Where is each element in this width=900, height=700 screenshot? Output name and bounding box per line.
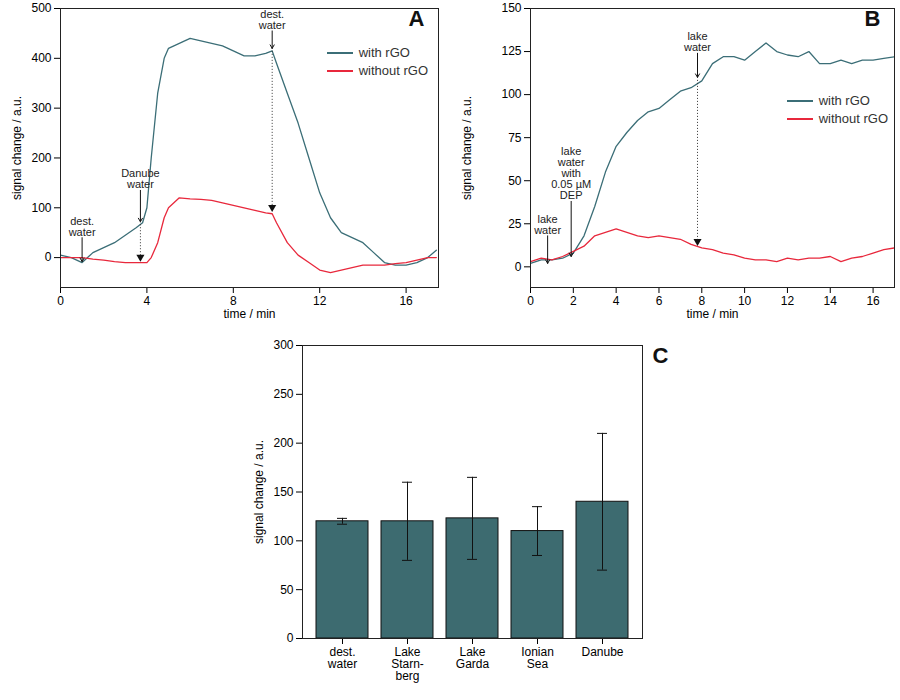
- svg-text:C: C: [653, 343, 669, 368]
- svg-text:IonianSea: IonianSea: [521, 645, 554, 671]
- svg-text:100: 100: [273, 534, 293, 548]
- html-text:without rGO: without rGO: [358, 63, 428, 78]
- svg-text:A: A: [409, 6, 425, 31]
- svg-text:LakeStarn-berg: LakeStarn-berg: [391, 645, 424, 683]
- svg-text:125: 125: [501, 44, 521, 58]
- svg-text:4: 4: [613, 294, 620, 308]
- svg-text:lakewaterwith0.05 µMDEP: lakewaterwith0.05 µMDEP: [551, 145, 591, 201]
- svg-text:6: 6: [656, 294, 663, 308]
- html-text:with rGO: with rGO: [358, 45, 410, 60]
- svg-text:14: 14: [824, 294, 838, 308]
- svg-text:100: 100: [31, 201, 51, 215]
- svg-text:50: 50: [280, 583, 294, 597]
- svg-text:0: 0: [515, 260, 522, 274]
- svg-text:300: 300: [31, 101, 51, 115]
- svg-text:12: 12: [781, 294, 795, 308]
- svg-text:dest.water: dest.water: [258, 8, 286, 31]
- svg-text:lakewater: lakewater: [683, 30, 711, 53]
- svg-text:time / min: time / min: [223, 307, 275, 321]
- svg-text:8: 8: [698, 294, 706, 308]
- svg-text:0: 0: [527, 294, 534, 308]
- svg-text:dest.water: dest.water: [327, 645, 357, 671]
- svg-text:0: 0: [287, 631, 294, 645]
- svg-text:Danubewater: Danubewater: [121, 167, 160, 190]
- svg-text:signal change / a.u.: signal change / a.u.: [460, 96, 474, 200]
- svg-text:0: 0: [45, 250, 52, 264]
- svg-text:8: 8: [230, 294, 237, 308]
- svg-text:lakewater: lakewater: [533, 213, 561, 236]
- svg-text:75: 75: [508, 131, 522, 145]
- svg-text:400: 400: [31, 51, 51, 65]
- svg-text:dest.water: dest.water: [68, 215, 96, 238]
- html-text:with rGO: with rGO: [818, 93, 870, 108]
- svg-text:signal change / a.u.: signal change / a.u.: [10, 96, 24, 200]
- svg-text:50: 50: [508, 174, 522, 188]
- svg-text:200: 200: [273, 436, 293, 450]
- svg-text:25: 25: [508, 217, 522, 231]
- svg-text:200: 200: [31, 151, 51, 165]
- svg-text:150: 150: [273, 485, 293, 499]
- svg-text:16: 16: [866, 294, 880, 308]
- svg-text:Danube: Danube: [581, 645, 623, 659]
- svg-text:B: B: [865, 6, 881, 31]
- svg-text:500: 500: [31, 1, 51, 15]
- svg-text:12: 12: [313, 294, 327, 308]
- svg-text:10: 10: [738, 294, 752, 308]
- svg-text:LakeGarda: LakeGarda: [456, 645, 490, 671]
- svg-text:300: 300: [273, 338, 293, 352]
- svg-text:100: 100: [501, 87, 521, 101]
- svg-text:signal change / a.u.: signal change / a.u.: [252, 440, 266, 544]
- svg-text:16: 16: [399, 294, 413, 308]
- svg-text:150: 150: [501, 1, 521, 15]
- html-text:without rGO: without rGO: [818, 111, 888, 126]
- svg-text:250: 250: [273, 387, 293, 401]
- svg-text:0: 0: [57, 294, 64, 308]
- svg-text:time / min: time / min: [686, 307, 738, 321]
- svg-text:2: 2: [570, 294, 577, 308]
- svg-text:4: 4: [144, 294, 151, 308]
